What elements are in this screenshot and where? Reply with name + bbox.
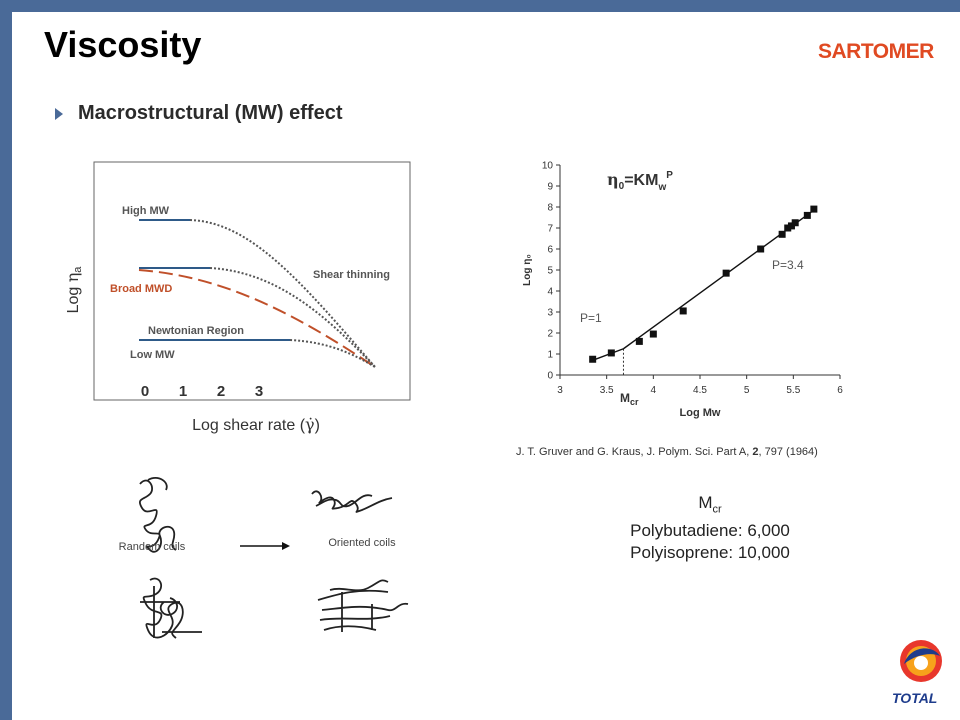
bullet-arrow-icon bbox=[55, 107, 63, 120]
schematic-x-tick: 1 bbox=[179, 383, 187, 400]
label-high-mw: High MW bbox=[122, 205, 170, 217]
data-point bbox=[791, 219, 799, 227]
top-frame-bar bbox=[0, 0, 960, 12]
chart-equation: η0=KMwP bbox=[607, 170, 673, 193]
label-shear-thinning: Shear thinning bbox=[313, 269, 390, 281]
x-tick-label: 6 bbox=[837, 385, 843, 396]
random-coil-bottom bbox=[140, 577, 202, 639]
schematic-x-tick: 2 bbox=[217, 383, 225, 400]
x-tick-label: 4.5 bbox=[693, 385, 707, 396]
label-low-mw: Low MW bbox=[130, 349, 175, 361]
y-tick-label: 4 bbox=[547, 287, 553, 298]
left-frame-bar bbox=[0, 0, 12, 720]
data-point bbox=[722, 269, 730, 277]
annotation-mcr: Mcr bbox=[620, 391, 639, 407]
mcr-polyisoprene: Polyisoprene: 10,000 bbox=[630, 543, 790, 563]
y-tick-label: 3 bbox=[547, 308, 553, 319]
data-point bbox=[803, 211, 811, 219]
data-point bbox=[787, 222, 795, 230]
oriented-coil-top bbox=[311, 490, 393, 513]
high-mw-thinning bbox=[189, 219, 376, 368]
label-random-coils: Random coils bbox=[119, 541, 186, 553]
oriented-coil-bottom bbox=[317, 579, 409, 632]
data-point bbox=[784, 224, 792, 232]
bullet-text: Macrostructural (MW) effect bbox=[78, 102, 343, 124]
y-tick-label: 0 bbox=[547, 371, 553, 382]
y-tick-label: 5 bbox=[547, 266, 553, 277]
total-logo-icon bbox=[900, 640, 942, 682]
schematic-frame bbox=[93, 161, 411, 401]
data-point bbox=[778, 230, 786, 238]
schematic-y-label: Log ηa bbox=[63, 266, 84, 314]
y-tick-label: 6 bbox=[547, 245, 553, 256]
y-tick-label: 7 bbox=[547, 224, 553, 235]
mcr-heading: Mcr bbox=[698, 493, 722, 516]
data-point bbox=[649, 330, 657, 338]
schematic-x-label: Log shear rate (γ̇) bbox=[192, 415, 320, 434]
data-point bbox=[607, 349, 615, 357]
schematic-x-tick: 3 bbox=[255, 383, 263, 400]
citation: J. T. Gruver and G. Kraus, J. Polym. Sci… bbox=[516, 446, 818, 458]
schematic-panel: Log ηa High MW Broad MWD Newtonian Regio… bbox=[63, 161, 411, 434]
y-tick-label: 10 bbox=[542, 161, 554, 172]
mid-mw-thinning bbox=[209, 267, 376, 368]
label-newtonian-region: Newtonian Region bbox=[148, 325, 244, 337]
label-broad-mwd: Broad MWD bbox=[110, 283, 172, 295]
x-tick-label: 4 bbox=[651, 385, 657, 396]
chart-x-label: Log Mw bbox=[680, 407, 721, 419]
data-point bbox=[810, 205, 818, 213]
bullet-item: Macrostructural (MW) effect bbox=[54, 102, 342, 125]
sartomer-logo: SARTOMER bbox=[818, 40, 934, 63]
slide-title: Viscosity bbox=[44, 24, 202, 65]
mcr-values: Mcr Polybutadiene: 6,000 Polyisoprene: 1… bbox=[560, 492, 860, 564]
y-tick-label: 1 bbox=[547, 350, 553, 361]
x-tick-label: 5 bbox=[744, 385, 750, 396]
schematic-x-tick: 0 bbox=[141, 383, 149, 400]
orientation-arrow-icon bbox=[282, 542, 290, 550]
total-logo-text: TOTAL bbox=[892, 690, 938, 706]
plot-area: 3 3.5 4 4.5 5 5.5 6 0 1 2 3 4 5 6 7 8 9 10 bbox=[542, 161, 843, 397]
x-tick-label: 3.5 bbox=[600, 385, 614, 396]
data-point bbox=[589, 355, 597, 363]
x-tick-label: 5.5 bbox=[786, 385, 800, 396]
random-coil-top bbox=[138, 477, 177, 553]
data-point bbox=[679, 307, 687, 315]
broad-mwd-curve bbox=[138, 269, 376, 368]
y-tick-label: 2 bbox=[547, 329, 553, 340]
data-point bbox=[635, 337, 643, 345]
annotation-p1: P=1 bbox=[580, 311, 602, 325]
x-tick-label: 3 bbox=[557, 385, 563, 396]
label-oriented-coils: Oriented coils bbox=[328, 537, 396, 549]
y-tick-label: 8 bbox=[547, 203, 553, 214]
data-point bbox=[757, 245, 765, 253]
y-tick-label: 9 bbox=[547, 182, 553, 193]
mcr-polybutadiene: Polybutadiene: 6,000 bbox=[630, 521, 790, 541]
chart-y-label: Log η₀ bbox=[522, 254, 533, 286]
annotation-p34: P=3.4 bbox=[772, 258, 804, 272]
coils-illustration: Random coils Oriented coils bbox=[119, 477, 409, 639]
